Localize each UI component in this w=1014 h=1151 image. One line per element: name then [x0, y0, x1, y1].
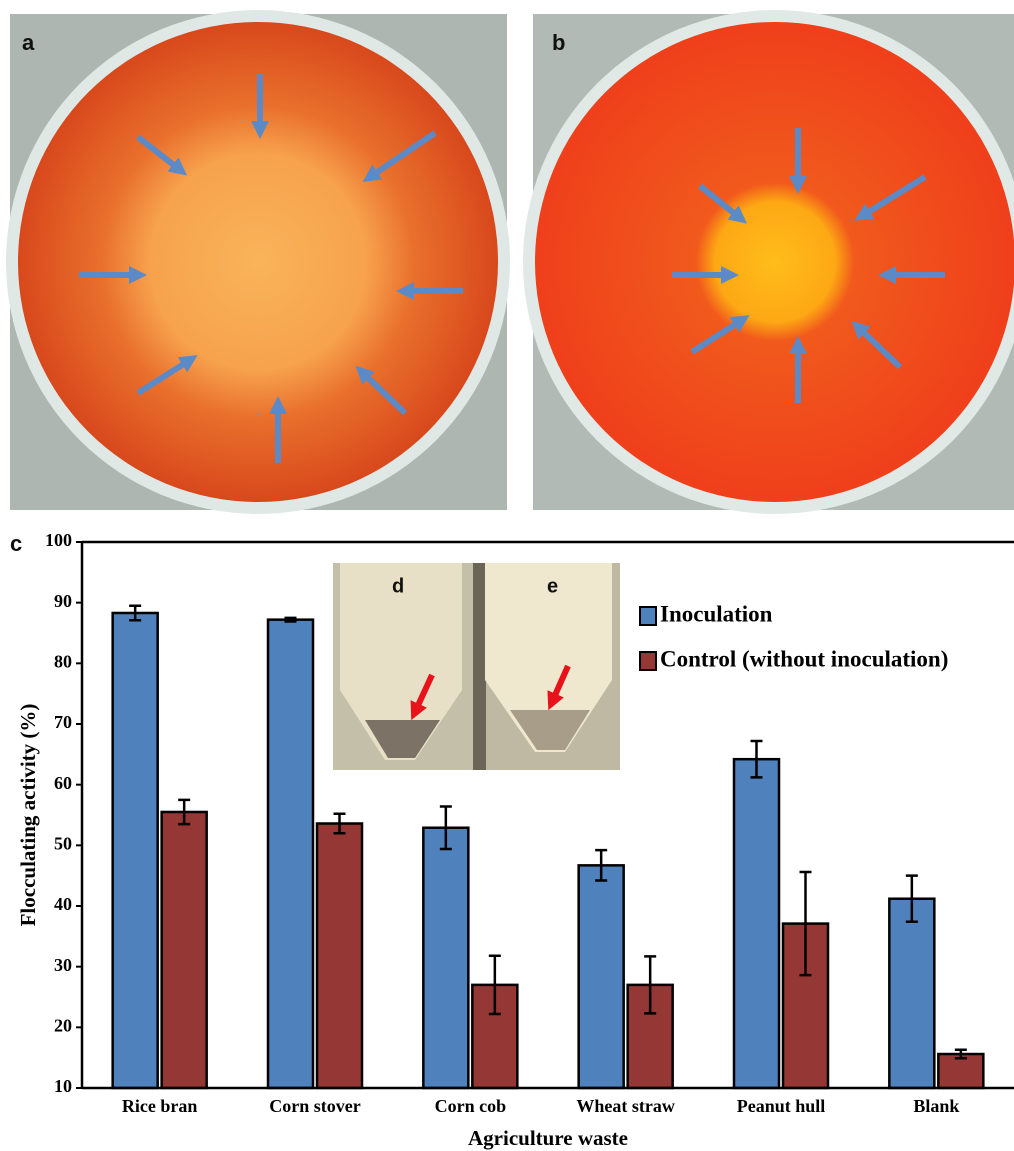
bar: [266, 618, 315, 1090]
y-tick-label: 30: [54, 955, 72, 975]
y-tick-label: 50: [54, 833, 72, 853]
y-tick-label: 100: [45, 530, 72, 550]
error-bar: [954, 1048, 967, 1060]
panel-label: d: [392, 575, 404, 597]
y-tick-label: 10: [54, 1076, 72, 1096]
error-bar: [284, 616, 297, 623]
bar: [888, 897, 936, 1090]
error-bar: [488, 954, 501, 1016]
bar: [315, 822, 364, 1090]
error-bar: [750, 739, 763, 779]
y-tick-label: 40: [54, 894, 72, 914]
error-bar: [595, 848, 608, 882]
legend-label: Control (without inoculation): [660, 646, 948, 671]
y-tick-label: 20: [54, 1015, 72, 1035]
error-bar: [799, 870, 812, 977]
error-bar: [905, 874, 918, 924]
panel-label: a: [22, 30, 35, 55]
y-axis-label: Flocculating activity (%): [16, 704, 40, 927]
bar: [577, 864, 625, 1090]
bar: [160, 810, 208, 1090]
bar: [422, 826, 470, 1090]
x-tick-label: Corn cob: [435, 1096, 507, 1116]
error-bar: [439, 805, 452, 851]
x-tick-label: Rice bran: [122, 1096, 198, 1116]
panel-label: b: [552, 30, 565, 55]
legend-label: Inoculation: [660, 601, 773, 626]
error-bar: [333, 812, 346, 835]
y-tick-label: 60: [54, 773, 72, 793]
panel-label: c: [10, 531, 22, 556]
legend-swatch: [639, 651, 657, 671]
bar: [732, 757, 781, 1090]
error-bar: [644, 955, 657, 1015]
x-tick-label: Wheat straw: [576, 1096, 674, 1116]
x-axis-label: Agriculture waste: [468, 1126, 628, 1150]
error-bar: [178, 798, 191, 826]
y-tick-label: 90: [54, 591, 72, 611]
x-tick-label: Peanut hull: [737, 1096, 826, 1116]
panel-label: e: [547, 575, 558, 597]
legend-swatch: [639, 606, 657, 626]
photo-a: [6, 10, 510, 514]
x-tick-label: Blank: [913, 1096, 959, 1116]
x-tick-label: Corn stover: [269, 1096, 360, 1116]
inset-photo: d e: [333, 563, 620, 770]
bar: [111, 611, 159, 1090]
y-tick-label: 70: [54, 712, 72, 732]
photo-b: [523, 10, 1014, 514]
y-tick-label: 80: [54, 651, 72, 671]
error-bar: [129, 604, 142, 622]
